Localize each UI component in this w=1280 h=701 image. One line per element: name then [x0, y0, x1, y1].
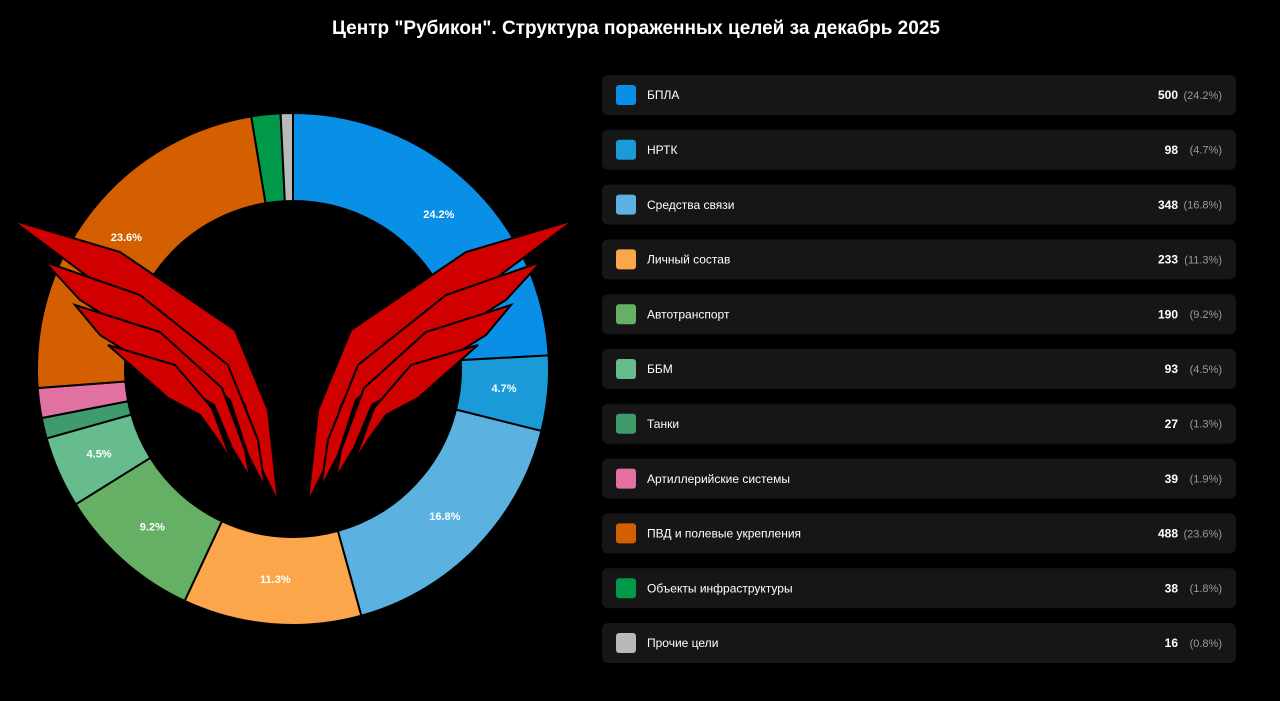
- slice-label: 24.2%: [423, 209, 454, 221]
- legend-swatch: [616, 249, 636, 270]
- slice-label: 4.7%: [491, 383, 516, 395]
- legend-label: Средства связи: [647, 198, 734, 212]
- legend-value: 233: [1158, 253, 1178, 267]
- legend-row: [602, 239, 1236, 280]
- legend-row: [602, 458, 1236, 499]
- legend-label: ПВД и полевые укрепления: [647, 527, 801, 541]
- legend-row: [602, 184, 1236, 225]
- right-wing: [307, 219, 575, 503]
- legend-swatch: [616, 304, 636, 325]
- legend-share: (9.2%): [1190, 309, 1222, 321]
- legend-share: (16.8%): [1183, 200, 1222, 212]
- legend-row: [602, 349, 1236, 389]
- legend-swatch: [616, 413, 636, 434]
- legend-label: Объекты инфраструктуры: [647, 581, 793, 595]
- legend-row: [602, 513, 1236, 554]
- legend-label: Личный состав: [647, 253, 730, 267]
- legend-row: [602, 294, 1236, 335]
- legend-value: 98: [1165, 143, 1179, 157]
- legend-swatch: [616, 139, 636, 160]
- slice-label: 16.8%: [429, 511, 460, 523]
- legend-swatch: [616, 633, 636, 653]
- legend-share: (1.8%): [1190, 583, 1222, 595]
- legend-row: [602, 403, 1236, 444]
- legend-value: 348: [1158, 198, 1178, 212]
- legend-value: 27: [1165, 417, 1179, 431]
- legend-row: [602, 623, 1236, 663]
- legend-swatch: [616, 359, 636, 379]
- slice-labels: 24.2% 4.7% 16.8% 11.3% 9.2% 4.5% 23.6%: [87, 209, 517, 586]
- legend-value: 38: [1165, 581, 1179, 595]
- legend-label: Артиллерийские системы: [647, 472, 790, 486]
- legend: БПЛА 500 (24.2%) НРТК 98 (4.7%) Средства связи…: [602, 75, 1236, 663]
- left-wing: [11, 219, 279, 503]
- legend-value: 500: [1158, 88, 1178, 102]
- legend-value: 16: [1165, 636, 1179, 650]
- slice: [279, 111, 294, 203]
- legend-share: (4.5%): [1190, 364, 1222, 376]
- legend-share: (1.9%): [1190, 474, 1222, 486]
- legend-value: 488: [1158, 527, 1178, 541]
- legend-label: НРТК: [647, 143, 677, 157]
- legend-value: 190: [1158, 307, 1178, 321]
- legend-row: [602, 129, 1236, 170]
- legend-share: (24.2%): [1183, 90, 1222, 102]
- legend-label: Прочие цели: [647, 636, 718, 650]
- slice-label: 9.2%: [140, 522, 165, 534]
- feather: [353, 344, 479, 463]
- chart-title: Центр "Рубикон". Структура пораженных це…: [332, 18, 940, 39]
- feather: [107, 344, 233, 463]
- legend-share: (23.6%): [1183, 528, 1222, 540]
- legend-swatch: [616, 468, 636, 489]
- slice-label: 11.3%: [260, 574, 291, 586]
- legend-row: [602, 75, 1236, 115]
- legend-swatch: [616, 523, 636, 544]
- legend-swatch: [616, 85, 636, 105]
- legend-value: 39: [1165, 472, 1179, 486]
- legend-share: (4.7%): [1190, 145, 1222, 157]
- slice-label: 4.5%: [87, 449, 112, 461]
- legend-share: (11.3%): [1184, 254, 1222, 266]
- legend-share: (0.8%): [1190, 638, 1222, 650]
- legend-swatch: [616, 578, 636, 599]
- legend-label: ББМ: [647, 362, 673, 376]
- legend-label: Автотранспорт: [647, 307, 730, 321]
- slice-label: 23.6%: [111, 232, 142, 244]
- legend-label: БПЛА: [647, 88, 679, 102]
- legend-row: [602, 568, 1236, 609]
- legend-swatch: [616, 194, 636, 215]
- legend-share: (1.3%): [1190, 419, 1222, 431]
- logo: [11, 219, 575, 503]
- donut: [36, 111, 550, 626]
- legend-label: Танки: [647, 417, 679, 431]
- legend-value: 93: [1165, 362, 1179, 376]
